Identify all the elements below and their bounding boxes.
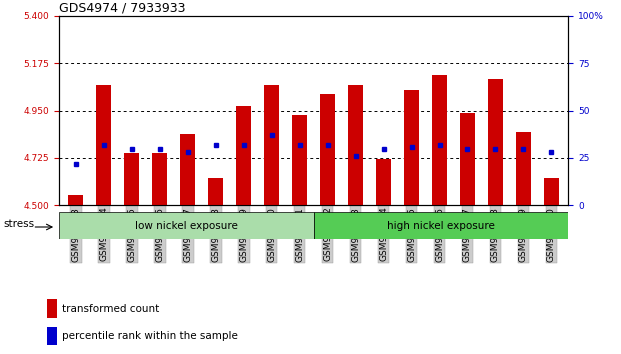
Bar [320,94,335,205]
Bar [314,212,568,239]
Text: stress: stress [3,219,34,229]
Bar [432,75,447,205]
Bar [124,153,140,205]
Bar [516,132,531,205]
Bar [152,153,168,205]
Bar [47,327,57,345]
Text: percentile rank within the sample: percentile rank within the sample [61,331,238,341]
Bar [544,178,559,205]
Text: low nickel exposure: low nickel exposure [135,221,238,231]
Bar [292,115,307,205]
Text: GDS4974 / 7933933: GDS4974 / 7933933 [59,2,186,15]
Bar [96,85,111,205]
Bar [208,178,224,205]
Bar [376,159,391,205]
Bar [404,90,419,205]
Bar [460,113,475,205]
Bar [487,79,503,205]
Text: transformed count: transformed count [61,303,159,314]
Bar [47,299,57,318]
Bar [236,107,252,205]
Bar [348,85,363,205]
Bar [264,85,279,205]
Bar [180,134,196,205]
Text: high nickel exposure: high nickel exposure [387,221,495,231]
Bar [59,212,314,239]
Bar [68,195,83,205]
